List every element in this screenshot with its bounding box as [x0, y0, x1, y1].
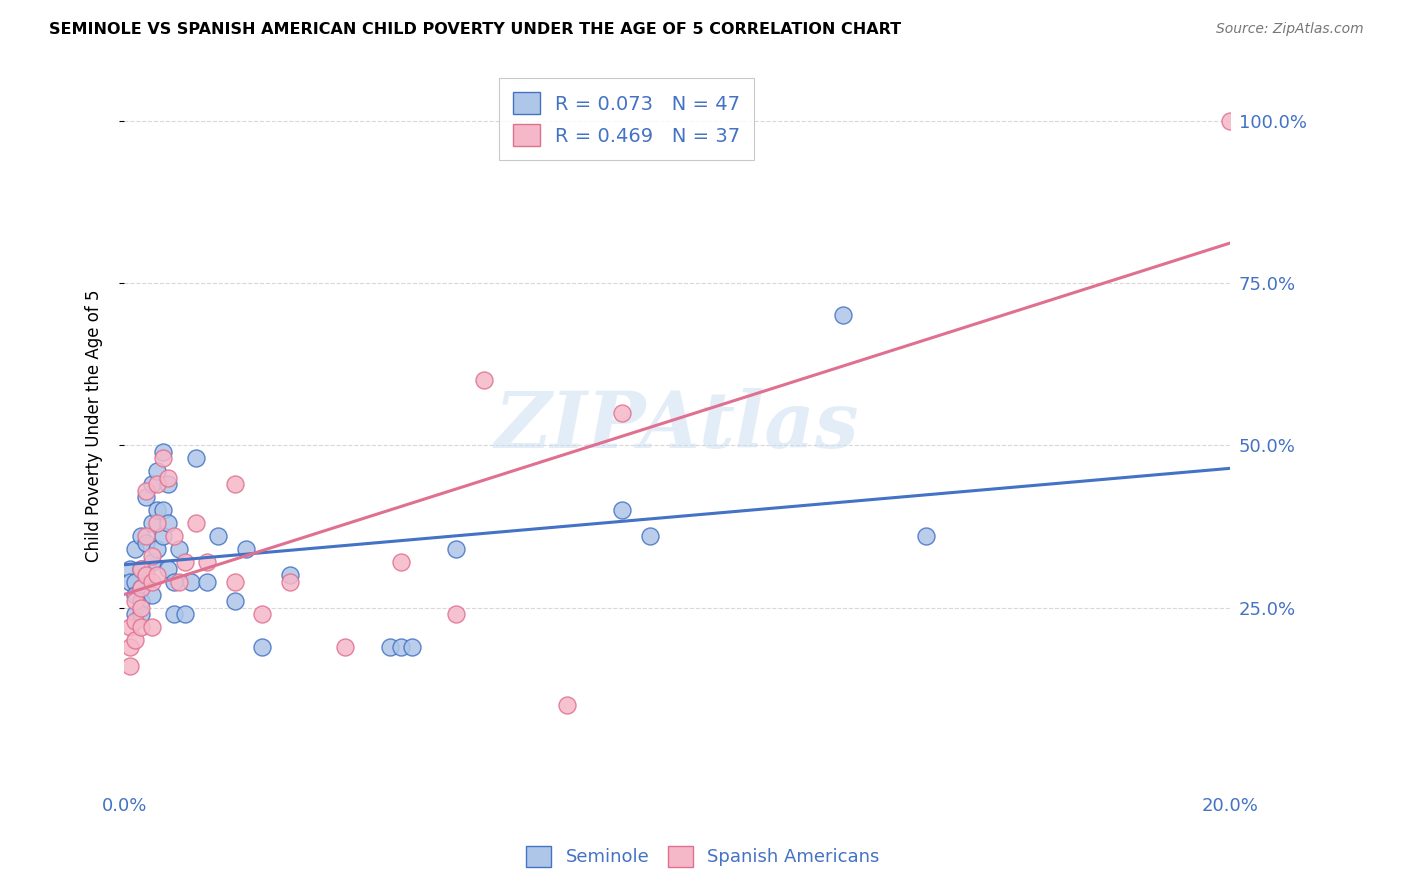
Point: [129, 601, 152, 615]
Point: [335, 640, 357, 654]
Point: [129, 607, 152, 622]
Point: [146, 542, 169, 557]
Point: [174, 607, 197, 622]
Point: [610, 406, 633, 420]
Point: [146, 516, 169, 531]
Text: Source: ZipAtlas.com: Source: ZipAtlas.com: [1216, 22, 1364, 37]
Point: [152, 445, 174, 459]
Point: [278, 568, 301, 582]
Point: [135, 568, 157, 582]
Point: [157, 477, 180, 491]
Point: [389, 640, 412, 654]
Point: [118, 562, 141, 576]
Text: SEMINOLE VS SPANISH AMERICAN CHILD POVERTY UNDER THE AGE OF 5 CORRELATION CHART: SEMINOLE VS SPANISH AMERICAN CHILD POVER…: [49, 22, 901, 37]
Point: [146, 503, 169, 517]
Point: [129, 529, 152, 543]
Point: [124, 574, 146, 589]
Point: [141, 588, 163, 602]
Point: [141, 516, 163, 531]
Point: [157, 516, 180, 531]
Point: [129, 582, 152, 596]
Point: [224, 477, 246, 491]
Y-axis label: Child Poverty Under the Age of 5: Child Poverty Under the Age of 5: [86, 290, 103, 562]
Point: [129, 620, 152, 634]
Point: [124, 607, 146, 622]
Point: [118, 640, 141, 654]
Point: [118, 659, 141, 673]
Point: [135, 491, 157, 505]
Point: [146, 465, 169, 479]
Point: [163, 574, 186, 589]
Point: [224, 594, 246, 608]
Point: [610, 503, 633, 517]
Point: [157, 562, 180, 576]
Point: [129, 594, 152, 608]
Point: [915, 529, 938, 543]
Point: [638, 529, 661, 543]
Point: [169, 542, 191, 557]
Point: [152, 503, 174, 517]
Point: [278, 574, 301, 589]
Point: [163, 529, 186, 543]
Point: [129, 582, 152, 596]
Point: [378, 640, 401, 654]
Point: [555, 698, 578, 713]
Point: [118, 620, 141, 634]
Point: [389, 556, 412, 570]
Point: [179, 574, 201, 589]
Point: [135, 483, 157, 498]
Text: ZIPAtlas: ZIPAtlas: [495, 388, 859, 464]
Point: [152, 529, 174, 543]
Point: [207, 529, 229, 543]
Point: [444, 542, 467, 557]
Point: [401, 640, 423, 654]
Point: [124, 588, 146, 602]
Point: [141, 549, 163, 563]
Point: [141, 556, 163, 570]
Point: [124, 594, 146, 608]
Point: [252, 640, 274, 654]
Point: [444, 607, 467, 622]
Point: [135, 568, 157, 582]
Point: [832, 309, 855, 323]
Point: [235, 542, 257, 557]
Point: [124, 633, 146, 648]
Legend: R = 0.073   N = 47, R = 0.469   N = 37: R = 0.073 N = 47, R = 0.469 N = 37: [499, 78, 754, 160]
Point: [163, 607, 186, 622]
Legend: Seminole, Spanish Americans: Seminole, Spanish Americans: [519, 838, 887, 874]
Point: [124, 614, 146, 628]
Point: [195, 574, 218, 589]
Point: [169, 574, 191, 589]
Point: [1219, 113, 1241, 128]
Point: [152, 451, 174, 466]
Point: [472, 374, 495, 388]
Point: [118, 574, 141, 589]
Point: [184, 451, 207, 466]
Point: [129, 562, 152, 576]
Point: [195, 556, 218, 570]
Point: [129, 562, 152, 576]
Point: [141, 477, 163, 491]
Point: [141, 620, 163, 634]
Point: [174, 556, 197, 570]
Point: [224, 574, 246, 589]
Point: [124, 542, 146, 557]
Point: [146, 477, 169, 491]
Point: [146, 568, 169, 582]
Point: [184, 516, 207, 531]
Point: [141, 574, 163, 589]
Point: [252, 607, 274, 622]
Point: [157, 471, 180, 485]
Point: [135, 536, 157, 550]
Point: [135, 529, 157, 543]
